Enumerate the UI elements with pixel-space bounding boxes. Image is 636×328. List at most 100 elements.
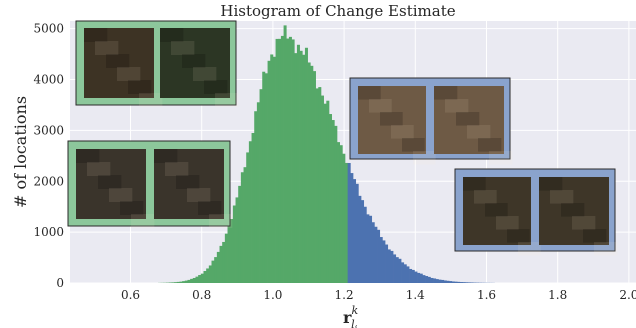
satellite-texture bbox=[489, 151, 513, 165]
satellite-insets bbox=[67, 20, 618, 256]
histogram-bar bbox=[304, 47, 308, 283]
histogram-bar bbox=[288, 36, 292, 283]
histogram-bar bbox=[299, 50, 303, 283]
histogram-bars bbox=[158, 25, 495, 284]
satellite-texture bbox=[84, 28, 108, 42]
histogram-bar bbox=[206, 268, 210, 283]
satellite-texture bbox=[456, 112, 480, 126]
x-tick-label: 1.0 bbox=[263, 288, 282, 302]
histogram-bar bbox=[328, 114, 332, 283]
satellite-texture bbox=[95, 41, 119, 55]
satellite-texture bbox=[204, 80, 228, 94]
satellite-texture bbox=[507, 229, 530, 243]
histogram-bar bbox=[211, 260, 215, 283]
satellite-texture bbox=[120, 201, 144, 215]
histogram-bar bbox=[184, 280, 188, 283]
satellite-texture bbox=[187, 188, 211, 202]
histogram-bar bbox=[286, 38, 290, 283]
histogram-bar bbox=[275, 38, 279, 284]
y-tick-label: 3000 bbox=[33, 123, 64, 137]
satellite-image-base bbox=[76, 149, 146, 219]
histogram-bar bbox=[409, 268, 413, 283]
x-tick-label: 1.6 bbox=[477, 288, 496, 302]
inset-airport-pair bbox=[349, 77, 513, 165]
satellite-texture bbox=[485, 203, 508, 217]
satellite-texture bbox=[594, 242, 618, 256]
satellite-image-base bbox=[434, 86, 504, 154]
satellite-texture bbox=[128, 80, 152, 94]
histogram-bar bbox=[377, 229, 381, 283]
satellite-texture bbox=[87, 162, 111, 176]
histogram-bar bbox=[182, 281, 186, 283]
satellite-texture bbox=[139, 93, 163, 107]
histogram-bar bbox=[259, 89, 263, 283]
histogram-bar bbox=[310, 65, 314, 283]
histogram-bar bbox=[334, 125, 338, 283]
satellite-texture bbox=[380, 112, 403, 126]
histogram-bar bbox=[467, 282, 471, 283]
satellite-texture bbox=[358, 86, 381, 100]
satellite-image bbox=[160, 28, 239, 107]
satellite-texture bbox=[474, 190, 497, 204]
satellite-texture bbox=[463, 177, 486, 191]
histogram-bar bbox=[406, 266, 410, 283]
histogram-bar bbox=[353, 179, 357, 283]
histogram-bar bbox=[240, 172, 244, 283]
satellite-image bbox=[154, 149, 233, 228]
histogram-bar bbox=[390, 250, 394, 283]
histogram-bar bbox=[443, 280, 447, 283]
histogram-bar bbox=[441, 279, 445, 283]
histogram-bar bbox=[438, 279, 442, 283]
histogram-bar bbox=[363, 206, 367, 283]
satellite-texture bbox=[109, 188, 133, 202]
histogram-bar bbox=[280, 35, 284, 283]
histogram-bar bbox=[446, 280, 450, 283]
histogram-bar bbox=[422, 275, 426, 283]
satellite-image bbox=[434, 86, 513, 165]
histogram-bar bbox=[176, 281, 180, 283]
histogram-bar bbox=[369, 215, 373, 283]
satellite-texture bbox=[209, 214, 233, 228]
satellite-texture bbox=[391, 125, 414, 139]
x-axis-label-sub: l bbox=[351, 318, 355, 328]
satellite-texture bbox=[182, 54, 206, 68]
satellite-texture bbox=[198, 201, 222, 215]
histogram-bar bbox=[203, 271, 207, 283]
histogram-bar bbox=[315, 88, 319, 283]
histogram-bar bbox=[283, 25, 287, 284]
histogram-bar bbox=[331, 120, 335, 283]
histogram-bar bbox=[339, 145, 343, 283]
histogram-bar bbox=[291, 39, 295, 283]
histogram-bar bbox=[248, 141, 252, 283]
histogram-bar bbox=[200, 273, 204, 283]
histogram-bar bbox=[187, 279, 191, 283]
histogram-bar bbox=[190, 278, 194, 283]
y-axis-label: # of locations bbox=[11, 96, 30, 208]
satellite-image-base bbox=[539, 177, 609, 245]
satellite-image-base bbox=[160, 28, 230, 98]
y-tick-label: 5000 bbox=[33, 22, 64, 36]
histogram-bar bbox=[230, 219, 234, 283]
histogram-bar bbox=[454, 281, 458, 283]
histogram-bar bbox=[355, 183, 359, 283]
x-axis-label: rkli bbox=[343, 304, 358, 328]
histogram-bar bbox=[216, 251, 220, 283]
histogram-bar bbox=[350, 173, 354, 283]
histogram-bar bbox=[465, 282, 469, 283]
histogram-bar bbox=[272, 56, 276, 283]
histogram-bar bbox=[470, 282, 474, 283]
satellite-texture bbox=[518, 242, 541, 256]
satellite-texture bbox=[76, 149, 100, 163]
satellite-texture bbox=[160, 28, 184, 42]
x-tick-label: 1.4 bbox=[406, 288, 425, 302]
x-tick-labels: 0.6 0.8 1.0 1.2 1.4 1.6 1.8 2.0 bbox=[121, 288, 636, 302]
satellite-texture bbox=[413, 151, 436, 165]
satellite-image bbox=[463, 177, 541, 256]
histogram-bar bbox=[195, 276, 199, 283]
x-tick-label: 1.2 bbox=[335, 288, 354, 302]
histogram-bar bbox=[358, 195, 362, 283]
histogram-bar bbox=[395, 257, 399, 283]
satellite-texture bbox=[193, 67, 217, 81]
satellite-texture bbox=[583, 229, 607, 243]
